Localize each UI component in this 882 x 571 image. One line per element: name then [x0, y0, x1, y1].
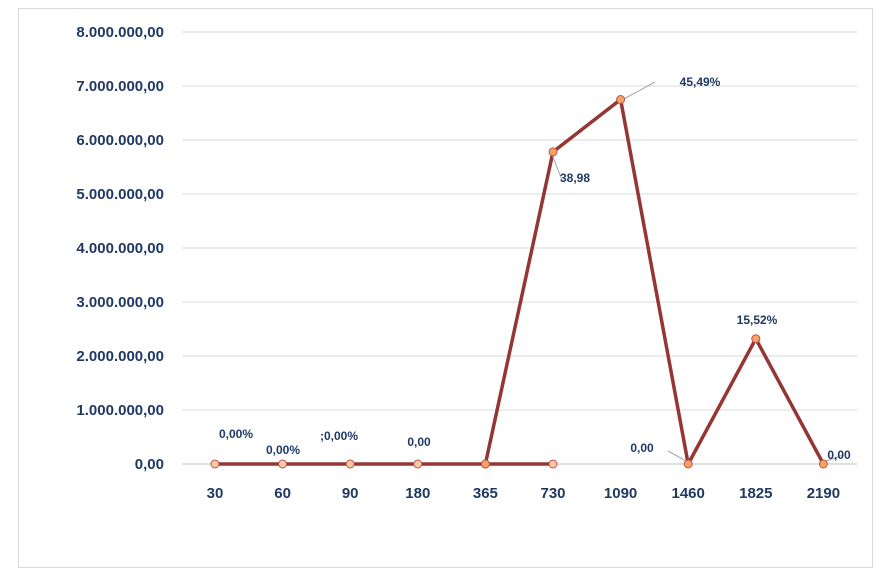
leader-line [823, 454, 844, 463]
series-line [483, 97, 825, 466]
data-label: ;0,00% [320, 429, 358, 443]
gridlines [182, 31, 857, 411]
data-point [683, 459, 693, 469]
series-lines [215, 97, 825, 466]
data-point [210, 459, 220, 469]
x-tick-label: 730 [540, 485, 565, 502]
x-tick-label: 365 [473, 485, 498, 502]
x-axis-ticks: 30 60 90 180 365 730 1090 1460 1825 2190 [207, 485, 840, 502]
y-axis-ticks: 0,00 1.000.000,00 2.000.000,00 3.000.000,00… [76, 24, 164, 473]
leader-line [550, 151, 563, 181]
series-markers [210, 95, 828, 469]
x-tick-label: 30 [207, 485, 224, 502]
data-label: 0,00 [827, 448, 851, 462]
y-tick-label: 7.000.000,00 [76, 78, 164, 95]
data-point [818, 459, 828, 469]
data-label: 0,00 [630, 441, 654, 455]
leader-line [621, 81, 656, 101]
data-point [278, 459, 288, 469]
data-point [345, 459, 355, 469]
data-label: 15,52% [737, 313, 778, 327]
data-label: 45,49% [680, 75, 721, 89]
data-point [751, 334, 761, 344]
data-point [548, 147, 558, 157]
y-tick-label: 0,00 [135, 456, 164, 473]
x-tick-label: 1825 [739, 485, 772, 502]
y-tick-label: 1.000.000,00 [76, 402, 164, 419]
y-tick-label: 3.000.000,00 [76, 294, 164, 311]
data-point [548, 459, 558, 469]
data-point [413, 459, 423, 469]
leader-lines [550, 81, 844, 463]
x-tick-label: 180 [405, 485, 430, 502]
data-labels: 0,00% 0,00% ;0,00% 0,00 38,98 45,49% 0,00 15,52… [219, 75, 851, 462]
x-tick-label: 2190 [807, 485, 840, 502]
leader-line [667, 450, 689, 463]
data-label: 38,98 [560, 171, 590, 185]
data-point [616, 95, 626, 104]
data-label: 0,00% [219, 427, 253, 441]
y-tick-label: 2.000.000,00 [76, 348, 164, 365]
y-tick-label: 6.000.000,00 [76, 132, 164, 149]
x-tick-label: 1090 [604, 485, 637, 502]
y-tick-label: 5.000.000,00 [76, 186, 164, 203]
data-point [480, 459, 490, 469]
x-tick-label: 60 [274, 485, 291, 502]
y-tick-label: 4.000.000,00 [76, 240, 164, 257]
chart-frame [18, 8, 873, 568]
x-tick-label: 1460 [672, 485, 705, 502]
y-tick-label: 8.000.000,00 [76, 24, 164, 41]
data-label: 0,00% [266, 443, 300, 457]
x-tick-label: 90 [342, 485, 359, 502]
data-label: 0,00 [407, 435, 431, 449]
